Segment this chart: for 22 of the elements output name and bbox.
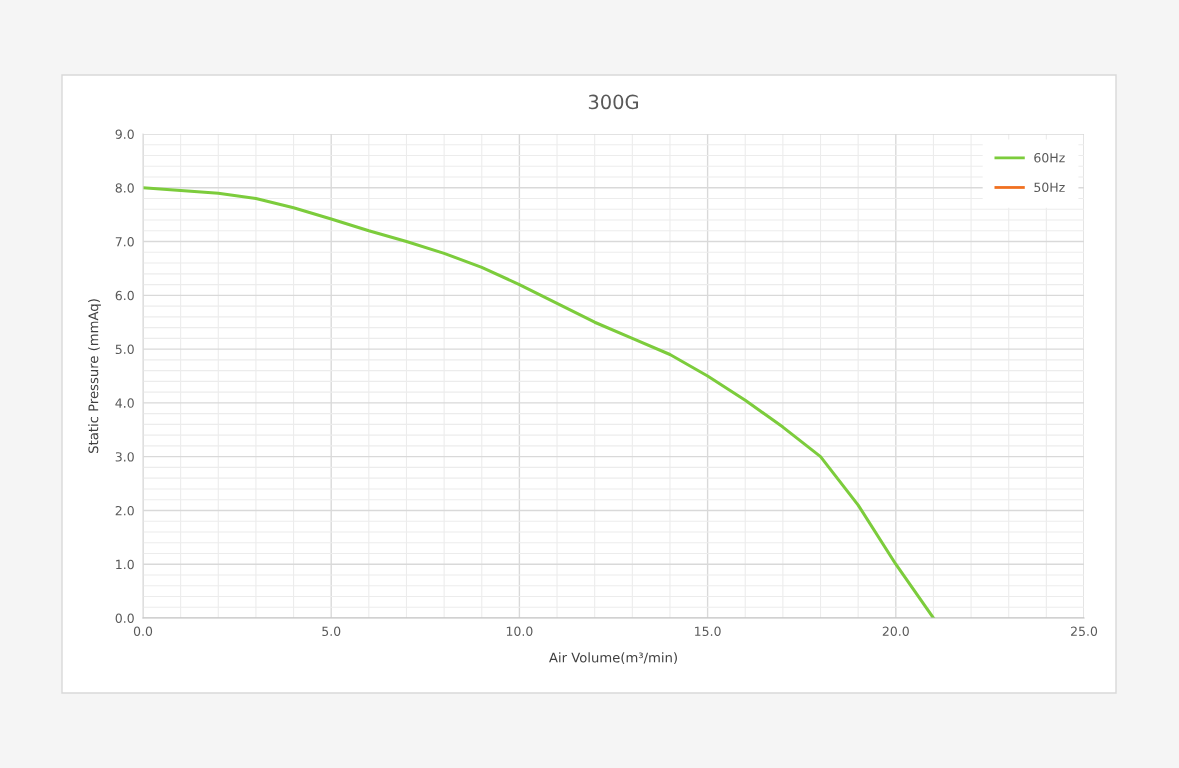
y-tick-label: 8.0 bbox=[115, 183, 134, 193]
x-axis-title: Air Volume(m³/min) bbox=[549, 652, 677, 665]
y-tick-label: 1.0 bbox=[116, 559, 134, 570]
x-tick-label: 15.0 bbox=[695, 626, 721, 637]
legend-label: 50Hz bbox=[1034, 182, 1065, 193]
y-tick-label: 5.0 bbox=[115, 344, 134, 355]
x-tick-label: 0.0 bbox=[133, 626, 153, 637]
y-axis-title: Static Pressure (mmAq) bbox=[88, 299, 101, 453]
x-tick-label: 5.0 bbox=[322, 626, 341, 637]
y-tick-label: 6.0 bbox=[115, 290, 134, 301]
x-tick-label: 10.0 bbox=[506, 626, 533, 637]
x-tick-label: 25.0 bbox=[1071, 626, 1098, 637]
line-series bbox=[143, 186, 935, 618]
chart-title: 300G bbox=[588, 94, 638, 110]
y-tick-label: 3.0 bbox=[115, 452, 134, 462]
y-tick-label: 0.0 bbox=[115, 613, 134, 623]
y-tick-label: 9.0 bbox=[115, 129, 134, 139]
y-tick-label: 4.0 bbox=[115, 398, 134, 408]
x-tick-label: 20.0 bbox=[882, 626, 909, 637]
legend-label: 60Hz bbox=[1034, 152, 1065, 163]
y-tick-label: 2.0 bbox=[115, 505, 134, 516]
y-tick-label: 7.0 bbox=[115, 237, 134, 247]
